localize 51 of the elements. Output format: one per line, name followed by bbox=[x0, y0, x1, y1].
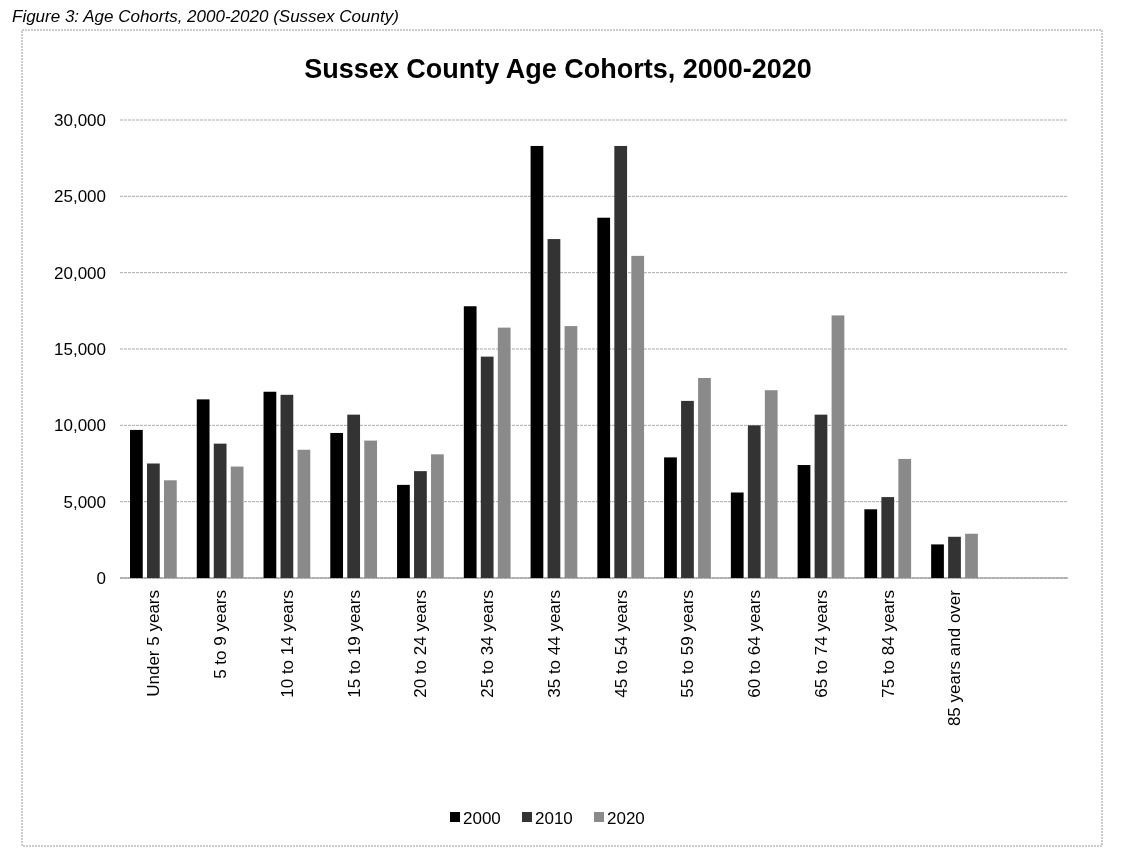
bar bbox=[614, 145, 628, 578]
bar bbox=[747, 425, 761, 578]
bar bbox=[330, 432, 344, 578]
y-tick-label: 25,000 bbox=[54, 187, 106, 207]
bar bbox=[463, 306, 477, 578]
bar bbox=[681, 400, 694, 578]
x-tick-label: 25 to 34 years bbox=[478, 590, 498, 698]
x-tick-label: 75 to 84 years bbox=[878, 590, 898, 698]
x-tick-label: 60 to 64 years bbox=[745, 590, 765, 698]
bar bbox=[730, 492, 744, 578]
bar bbox=[130, 429, 143, 578]
y-tick-label: 10,000 bbox=[54, 416, 106, 436]
bar bbox=[931, 544, 944, 578]
bar bbox=[263, 391, 277, 578]
bar bbox=[480, 356, 494, 578]
x-tick-label: 65 to 74 years bbox=[811, 590, 831, 698]
y-tick-label: 15,000 bbox=[54, 339, 106, 359]
caption: Figure 3: Age Cohorts, 2000-2020 (Sussex County) bbox=[12, 7, 399, 26]
bar bbox=[547, 239, 561, 578]
legend-label: 2010 bbox=[535, 808, 573, 828]
bar bbox=[597, 217, 611, 578]
x-tick-label: 5 to 9 years bbox=[211, 590, 231, 679]
x-tick-label: 55 to 59 years bbox=[678, 590, 698, 698]
bar bbox=[864, 509, 878, 578]
bar bbox=[147, 463, 160, 578]
bar bbox=[530, 145, 544, 578]
bar bbox=[881, 497, 895, 578]
bar bbox=[948, 536, 961, 578]
bar bbox=[347, 414, 361, 578]
bar bbox=[797, 465, 811, 578]
y-tick-label: 0 bbox=[96, 568, 106, 588]
y-tick-label: 20,000 bbox=[54, 263, 106, 283]
x-tick-label: 35 to 44 years bbox=[544, 590, 564, 698]
x-tick-label: Under 5 years bbox=[144, 590, 164, 697]
bar bbox=[196, 399, 210, 578]
legend-label: 2020 bbox=[607, 808, 645, 828]
bar bbox=[397, 484, 410, 578]
chart-title: Sussex County Age Cohorts, 2000-2020 bbox=[304, 54, 812, 84]
bar bbox=[414, 471, 427, 578]
bar bbox=[664, 457, 677, 578]
bar bbox=[814, 414, 828, 578]
y-tick-label: 5,000 bbox=[63, 492, 106, 512]
x-tick-label: 85 years and over bbox=[945, 589, 965, 727]
x-tick-label: 15 to 19 years bbox=[344, 590, 364, 698]
bar bbox=[213, 443, 227, 578]
x-tick-label: 45 to 54 years bbox=[611, 590, 631, 698]
x-tick-label: 20 to 24 years bbox=[411, 590, 431, 698]
y-tick-label: 30,000 bbox=[54, 110, 106, 130]
x-tick-label: 10 to 14 years bbox=[277, 590, 297, 698]
bar bbox=[280, 394, 294, 578]
legend-label: 2000 bbox=[463, 808, 501, 828]
